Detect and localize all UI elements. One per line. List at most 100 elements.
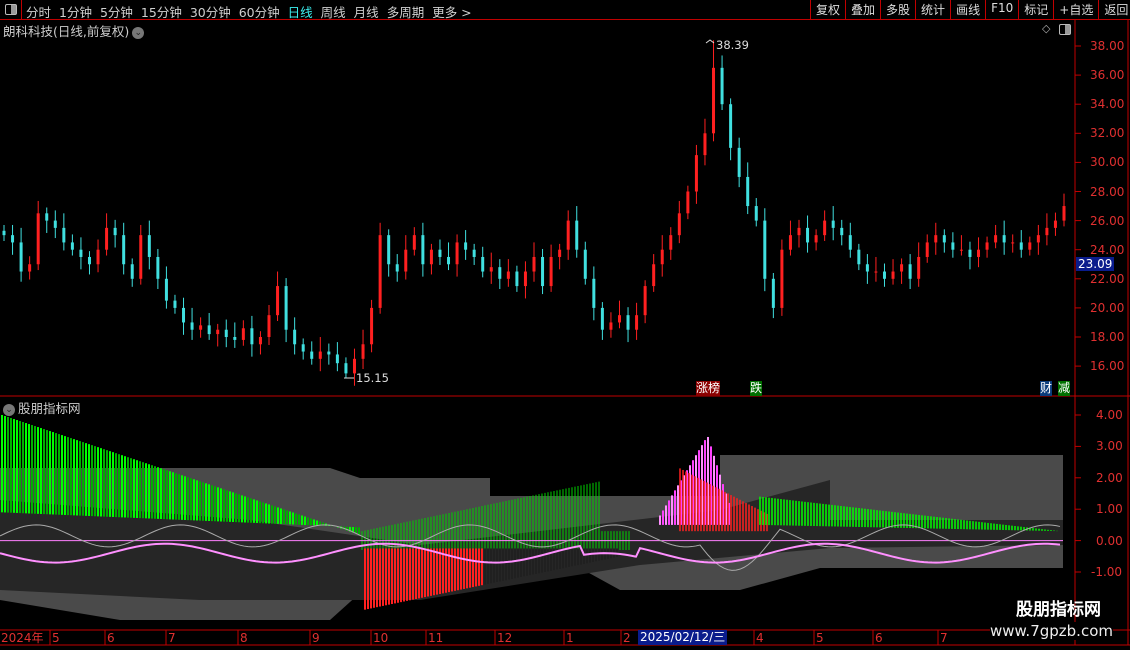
layout-icon[interactable] xyxy=(1059,24,1071,35)
band-inner xyxy=(0,480,1063,600)
candle-body xyxy=(652,264,656,287)
candle-body xyxy=(404,249,408,272)
candle-body xyxy=(720,67,724,105)
high-marker xyxy=(705,39,715,44)
candle-body xyxy=(583,249,587,279)
toolbar-button[interactable]: 返回 xyxy=(1098,0,1130,20)
candle-body xyxy=(421,235,425,265)
candle-body xyxy=(814,235,818,243)
candle-body xyxy=(977,249,981,257)
candle-body xyxy=(737,147,741,177)
toolbar-button[interactable]: +自选 xyxy=(1053,0,1098,20)
candle-body xyxy=(1036,235,1040,243)
candle-body xyxy=(677,213,681,236)
candle-body xyxy=(11,235,15,243)
candle-body xyxy=(951,242,955,250)
candle-body xyxy=(575,220,579,250)
candle-body xyxy=(310,351,314,359)
candle-body xyxy=(481,256,485,272)
indicator-tick-label: 2.00 xyxy=(1096,470,1123,485)
candle-body xyxy=(848,235,852,250)
candle-body xyxy=(566,220,570,250)
candle-body xyxy=(147,235,151,257)
candle-body xyxy=(113,227,117,236)
indicator-title-text: 股朋指标网 xyxy=(18,401,81,416)
action-buttons: 复权 叠加 多股 统计 画线 F10 标记 +自选 返回 xyxy=(810,0,1130,20)
candle-body xyxy=(1045,227,1049,236)
candle-body xyxy=(156,256,160,279)
tab-period[interactable]: 15分钟 xyxy=(140,5,182,20)
candle-body xyxy=(626,315,630,330)
date-tick-label: 1 xyxy=(566,631,574,645)
candle-body xyxy=(233,337,237,340)
toolbar-button[interactable]: 画线 xyxy=(950,0,985,20)
tab-period[interactable]: 多周期 xyxy=(386,5,425,20)
candle-body xyxy=(549,256,553,287)
toolbar-button[interactable]: 统计 xyxy=(915,0,950,20)
tab-period[interactable]: 60分钟 xyxy=(238,5,280,20)
candle-body xyxy=(994,235,998,243)
candle-body xyxy=(87,256,91,265)
toolbar-button[interactable]: 标记 xyxy=(1018,0,1053,20)
date-tick-label: 12 xyxy=(497,631,513,645)
date-tick-label: 6 xyxy=(107,631,115,645)
watermark-name: 股朋指标网 xyxy=(1016,600,1101,620)
candle-body xyxy=(857,249,861,265)
candle-body xyxy=(959,249,963,251)
candle-body xyxy=(498,267,502,279)
candle-body xyxy=(344,363,348,374)
candle-body xyxy=(429,249,433,265)
tab-period[interactable]: 1分钟 xyxy=(59,5,92,20)
candle-body xyxy=(686,191,690,214)
tab-period[interactable]: 日线 xyxy=(287,5,313,20)
tab-period[interactable]: 周线 xyxy=(320,5,346,20)
candle-body xyxy=(968,249,972,257)
candle-body xyxy=(609,322,613,330)
date-tick-label: 2 xyxy=(623,631,631,645)
toolbar-button[interactable]: 复权 xyxy=(810,0,845,20)
date-tick-label: 2024年 xyxy=(1,631,44,645)
finance-tag[interactable]: 财 xyxy=(1040,381,1053,396)
tab-period[interactable]: 30分钟 xyxy=(189,5,231,20)
indicator-title[interactable]: ⌄ 股朋指标网 xyxy=(3,398,81,417)
price-tick-label: 24.00 xyxy=(1090,242,1125,257)
date-tick-label: 5 xyxy=(816,631,824,645)
date-tick-label: 7 xyxy=(940,631,948,645)
reduce-tag[interactable]: 减 xyxy=(1058,381,1071,396)
toolbar-button[interactable]: F10 xyxy=(985,0,1018,20)
candle-body xyxy=(917,256,921,279)
candle-body xyxy=(284,286,288,330)
candle-body xyxy=(327,351,331,355)
chevron-down-icon[interactable]: ⌄ xyxy=(3,403,15,416)
candle-body xyxy=(370,307,374,345)
candle-body xyxy=(378,235,382,308)
tab-period[interactable]: 5分钟 xyxy=(99,5,133,20)
tab-period[interactable]: 分时 xyxy=(26,5,52,20)
toolbar-button[interactable]: 多股 xyxy=(880,0,915,20)
limit-up-tag[interactable]: 涨榜 xyxy=(696,381,721,396)
diamond-icon[interactable]: ◇ xyxy=(1042,22,1051,35)
candle-body xyxy=(823,220,827,236)
stock-title[interactable]: 朗科科技(日线,前复权) ⌄ xyxy=(3,21,145,40)
candle-body xyxy=(694,155,698,192)
layout-toggle-button[interactable] xyxy=(0,0,22,20)
candle-body xyxy=(438,249,442,257)
candle-body xyxy=(900,264,904,272)
date-tick-label: 5 xyxy=(52,631,60,645)
candle-body xyxy=(1002,235,1006,243)
candle-body xyxy=(891,271,895,279)
watermark-url: www.7gpzb.com xyxy=(990,622,1113,640)
chevron-down-icon[interactable]: ⌄ xyxy=(132,26,145,39)
candle-body xyxy=(874,271,878,273)
tab-period[interactable]: 更多 > xyxy=(432,5,472,20)
fall-tag[interactable]: 跌 xyxy=(750,381,763,396)
candle-body xyxy=(224,329,228,337)
toolbar-button[interactable]: 叠加 xyxy=(845,0,880,20)
candle-body xyxy=(53,220,57,228)
candle-body xyxy=(806,227,810,243)
tab-period[interactable]: 月线 xyxy=(353,5,379,20)
candle-body xyxy=(934,235,938,243)
candle-body xyxy=(241,328,245,340)
candle-body xyxy=(729,104,733,148)
